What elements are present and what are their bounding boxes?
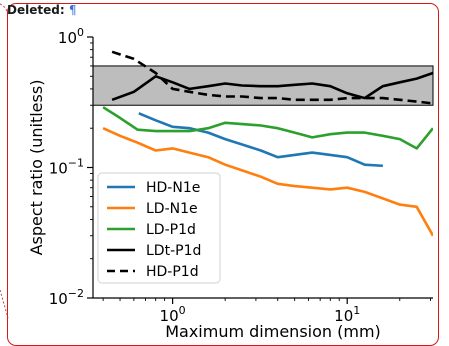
comment-balloon[interactable]: [7, 3, 439, 346]
pilcrow-mark: ¶: [68, 3, 77, 17]
y-tick-label: 10−2: [49, 287, 84, 308]
series-line-hd-p1d: [111, 50, 433, 105]
series-line-ldt-p1d: [111, 71, 433, 102]
legend-label-hd-n1e: HD-N1e: [146, 180, 200, 196]
y-tick-label: 100: [58, 26, 84, 47]
legend-label-ld-n1e: LD-N1e: [146, 201, 198, 217]
legend-box: [97, 172, 221, 284]
deleted-label: Deleted: ¶: [7, 3, 76, 17]
y-axis-label: Aspect ratio (unitless): [27, 80, 46, 256]
comment-leader-line: [0, 3, 9, 319]
x-tick-label: 100: [160, 304, 186, 325]
legend-label-hd-p1d: HD-P1d: [146, 264, 199, 280]
series-line-ld-p1d: [102, 106, 433, 150]
series-group: [102, 50, 433, 237]
series-line-ld-n1e: [102, 127, 433, 237]
y-tick-label: 10−1: [49, 157, 84, 178]
series-line-hd-n1e: [138, 112, 383, 168]
x-tick-label: 101: [334, 304, 360, 325]
deleted-text: Deleted:: [7, 3, 65, 17]
legend-label-ldt-p1d: LDt-P1d: [146, 243, 201, 259]
x-axis-label: Maximum dimension (mm): [165, 322, 381, 341]
legend-label-ld-p1d: LD-P1d: [146, 222, 196, 238]
